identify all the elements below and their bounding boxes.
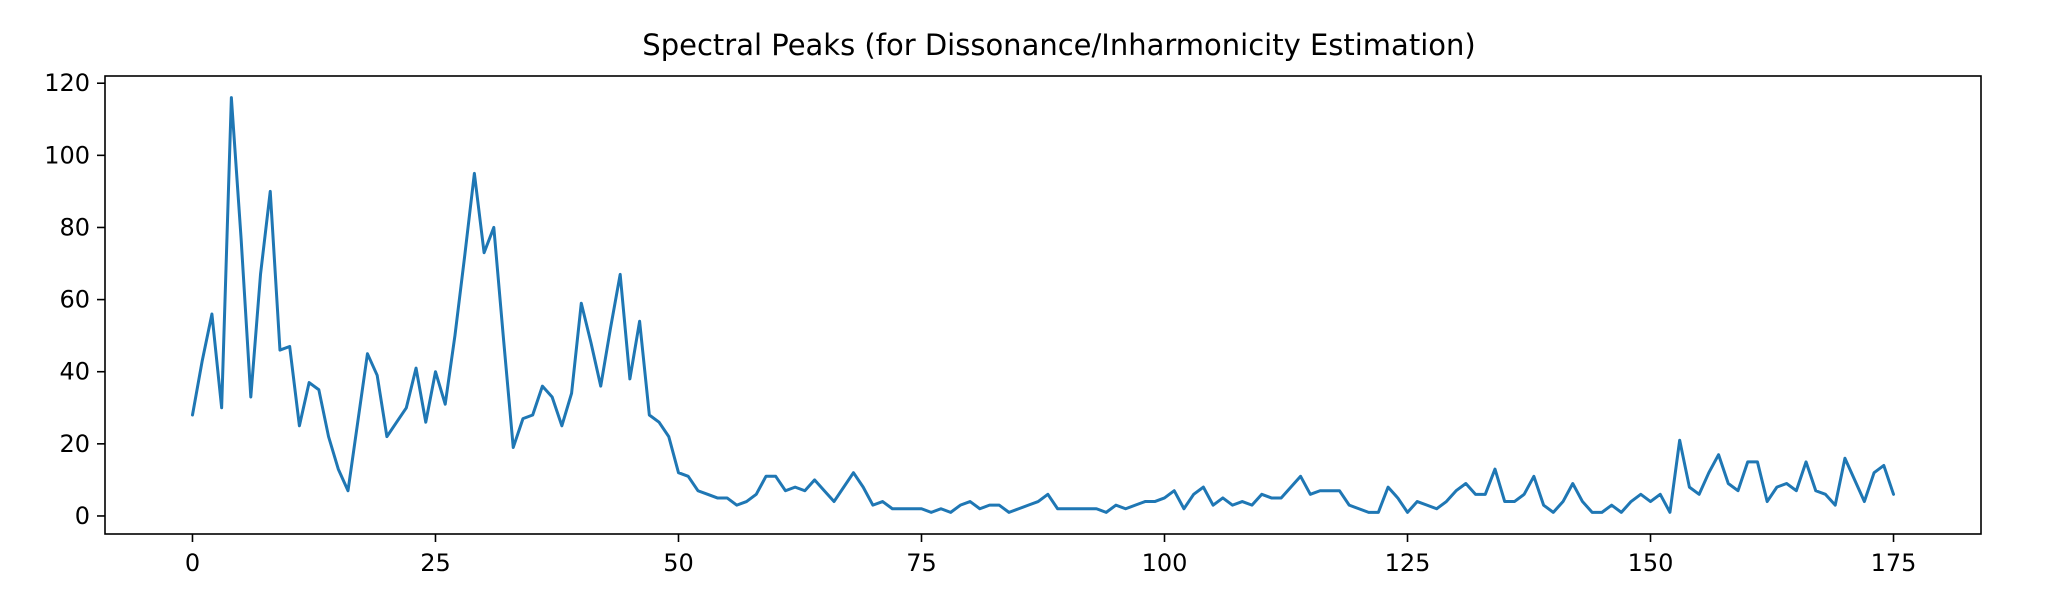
x-tick-label: 125 bbox=[1385, 549, 1431, 577]
x-tick-label: 75 bbox=[906, 549, 937, 577]
y-tick-label: 120 bbox=[44, 69, 90, 97]
y-axis-ticks: 0 20 40 60 80 100 120 bbox=[44, 69, 105, 530]
x-tick-label: 50 bbox=[663, 549, 694, 577]
y-tick-label: 0 bbox=[75, 502, 90, 530]
x-tick-label: 0 bbox=[185, 549, 200, 577]
x-tick-label: 100 bbox=[1142, 549, 1188, 577]
x-tick-label: 175 bbox=[1871, 549, 1917, 577]
y-tick-label: 100 bbox=[44, 141, 90, 169]
x-tick-label: 150 bbox=[1628, 549, 1674, 577]
y-tick-label: 40 bbox=[59, 358, 90, 386]
plot-frame bbox=[104, 75, 1982, 535]
x-axis-ticks: 0 25 50 75 100 125 150 175 bbox=[185, 534, 1917, 577]
x-tick-label: 25 bbox=[420, 549, 451, 577]
series-line bbox=[190, 96, 1896, 514]
y-tick-label: 60 bbox=[59, 286, 90, 314]
chart-title: Spectral Peaks (for Dissonance/Inharmoni… bbox=[642, 28, 1475, 62]
y-tick-label: 80 bbox=[59, 213, 90, 241]
y-tick-label: 20 bbox=[59, 430, 90, 458]
